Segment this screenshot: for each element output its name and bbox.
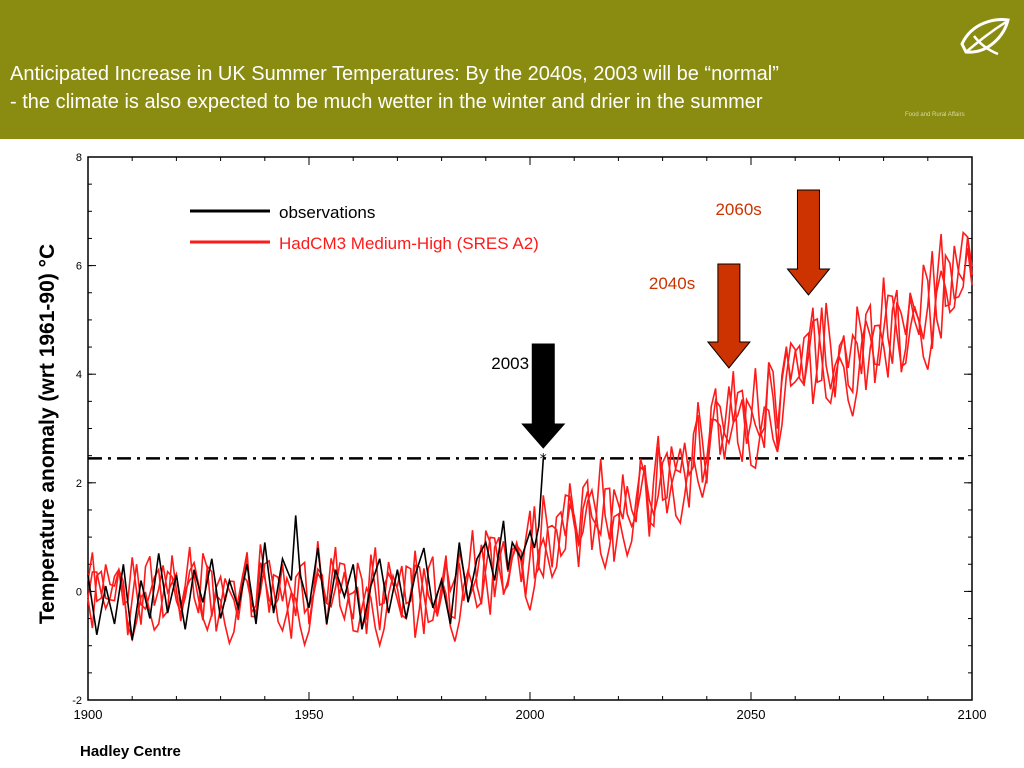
y-tick-label: 0 <box>76 586 82 598</box>
x-tick-label: 2100 <box>958 707 987 722</box>
annotation-arrow-2040s <box>706 263 751 369</box>
x-tick-label: 2000 <box>516 707 545 722</box>
annotation-label-2040s: 2040s <box>649 274 695 293</box>
page-title: Anticipated Increase in UK Summer Temper… <box>10 60 1000 116</box>
legend-entry: HadCM3 Medium-High (SRES A2) <box>279 234 539 253</box>
title-line-2: - the climate is also expected to be muc… <box>10 91 763 113</box>
y-tick-label: -2 <box>72 695 82 707</box>
model-series-line <box>87 234 973 635</box>
y-tick-label: 6 <box>76 261 82 273</box>
model-series-line <box>87 230 973 649</box>
observations-series-line <box>87 458 545 641</box>
x-tick-label: 1900 <box>74 707 103 722</box>
legend-entry: observations <box>279 203 375 222</box>
x-tick-label: 1950 <box>295 707 324 722</box>
y-tick-label: 2 <box>76 478 82 490</box>
title-line-1: Anticipated Increase in UK Summer Temper… <box>10 63 779 85</box>
leaf-logo-icon <box>960 18 1010 56</box>
logo-caption: Food and Rural Affairs <box>905 112 965 118</box>
y-axis-label: Temperature anomaly (wrt 1961-90) °C <box>36 244 59 624</box>
header-bar: Anticipated Increase in UK Summer Temper… <box>0 0 1024 139</box>
y-tick-label: 4 <box>76 369 82 381</box>
annotation-arrow-2003 <box>521 343 566 449</box>
annotation-label-2060s: 2060s <box>715 200 761 219</box>
annotation-label-2003: 2003 <box>491 354 529 373</box>
model-series-line <box>87 236 973 639</box>
temperature-chart: -2 0 2 4 6 8 1900 1950 2000 2050 2100 * 2003 2040s 2… <box>36 152 987 722</box>
annotation-arrow-2060s <box>786 189 831 296</box>
observation-2003-marker: * <box>540 451 547 467</box>
x-tick-label: 2050 <box>737 707 766 722</box>
y-tick-label: 8 <box>76 152 82 164</box>
source-credit: Hadley Centre <box>80 743 181 760</box>
